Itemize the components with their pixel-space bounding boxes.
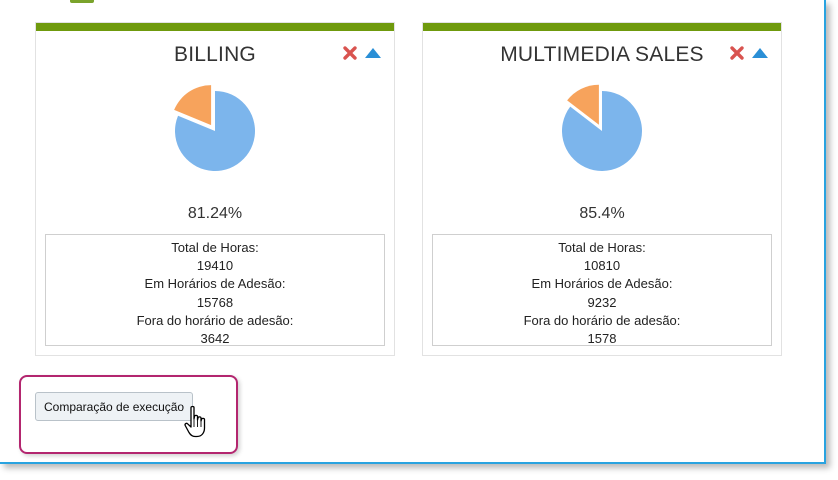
- screenshot-frame: [0, 0, 826, 464]
- chevron-up-icon[interactable]: [364, 47, 382, 59]
- adherence-hours-label: Em Horários de Adesão:: [144, 276, 286, 292]
- total-hours-value: 10810: [583, 258, 621, 274]
- pie-slice-adherence: [175, 91, 256, 171]
- billing-card: BILLING 81.24% Total de Horas: 19410 Em …: [35, 22, 395, 356]
- adherence-hours-label: Em Horários de Adesão:: [531, 276, 673, 292]
- card-top-bar: [423, 23, 781, 31]
- multimedia-sales-card: MULTIMEDIA SALES 85.4% Total de Horas: 1…: [422, 22, 782, 356]
- total-hours-label: Total de Horas:: [558, 240, 646, 255]
- card-top-bar: [36, 23, 394, 31]
- card-actions: [729, 45, 769, 61]
- top-accent-bar: [70, 0, 94, 3]
- card-title: BILLING: [174, 43, 256, 66]
- adherence-hours-value: 9232: [587, 294, 617, 310]
- card-title: MULTIMEDIA SALES: [500, 43, 704, 66]
- pie-slice-outside: [174, 85, 212, 126]
- hand-pointer-icon: [184, 405, 206, 438]
- compare-execution-button[interactable]: Comparação de execução: [35, 392, 194, 421]
- card-actions: [342, 45, 382, 61]
- total-hours-value: 19410: [196, 258, 234, 274]
- close-icon[interactable]: [342, 45, 358, 61]
- pie-slice-adherence: [561, 91, 642, 171]
- stats-box: Total de Horas: 19410 Em Horários de Ade…: [45, 234, 385, 346]
- adherence-hours-value: 15768: [196, 294, 234, 310]
- chevron-up-icon[interactable]: [751, 47, 769, 59]
- pie-slice-outside: [567, 84, 599, 125]
- percent-value: 85.4%: [579, 205, 625, 222]
- highlight-box: [19, 375, 238, 454]
- pie-chart: [174, 85, 256, 171]
- outside-hours-value: 1578: [587, 331, 617, 347]
- stats-box: Total de Horas: 10810 Em Horários de Ade…: [432, 234, 772, 346]
- pie-chart: [561, 84, 642, 171]
- close-icon[interactable]: [729, 45, 745, 61]
- percent-value: 81.24%: [187, 205, 243, 222]
- outside-hours-value: 3642: [200, 331, 230, 347]
- total-hours-label: Total de Horas:: [171, 240, 259, 255]
- outside-hours-label: Fora do horário de adesão:: [523, 312, 681, 328]
- outside-hours-label: Fora do horário de adesão:: [136, 312, 294, 328]
